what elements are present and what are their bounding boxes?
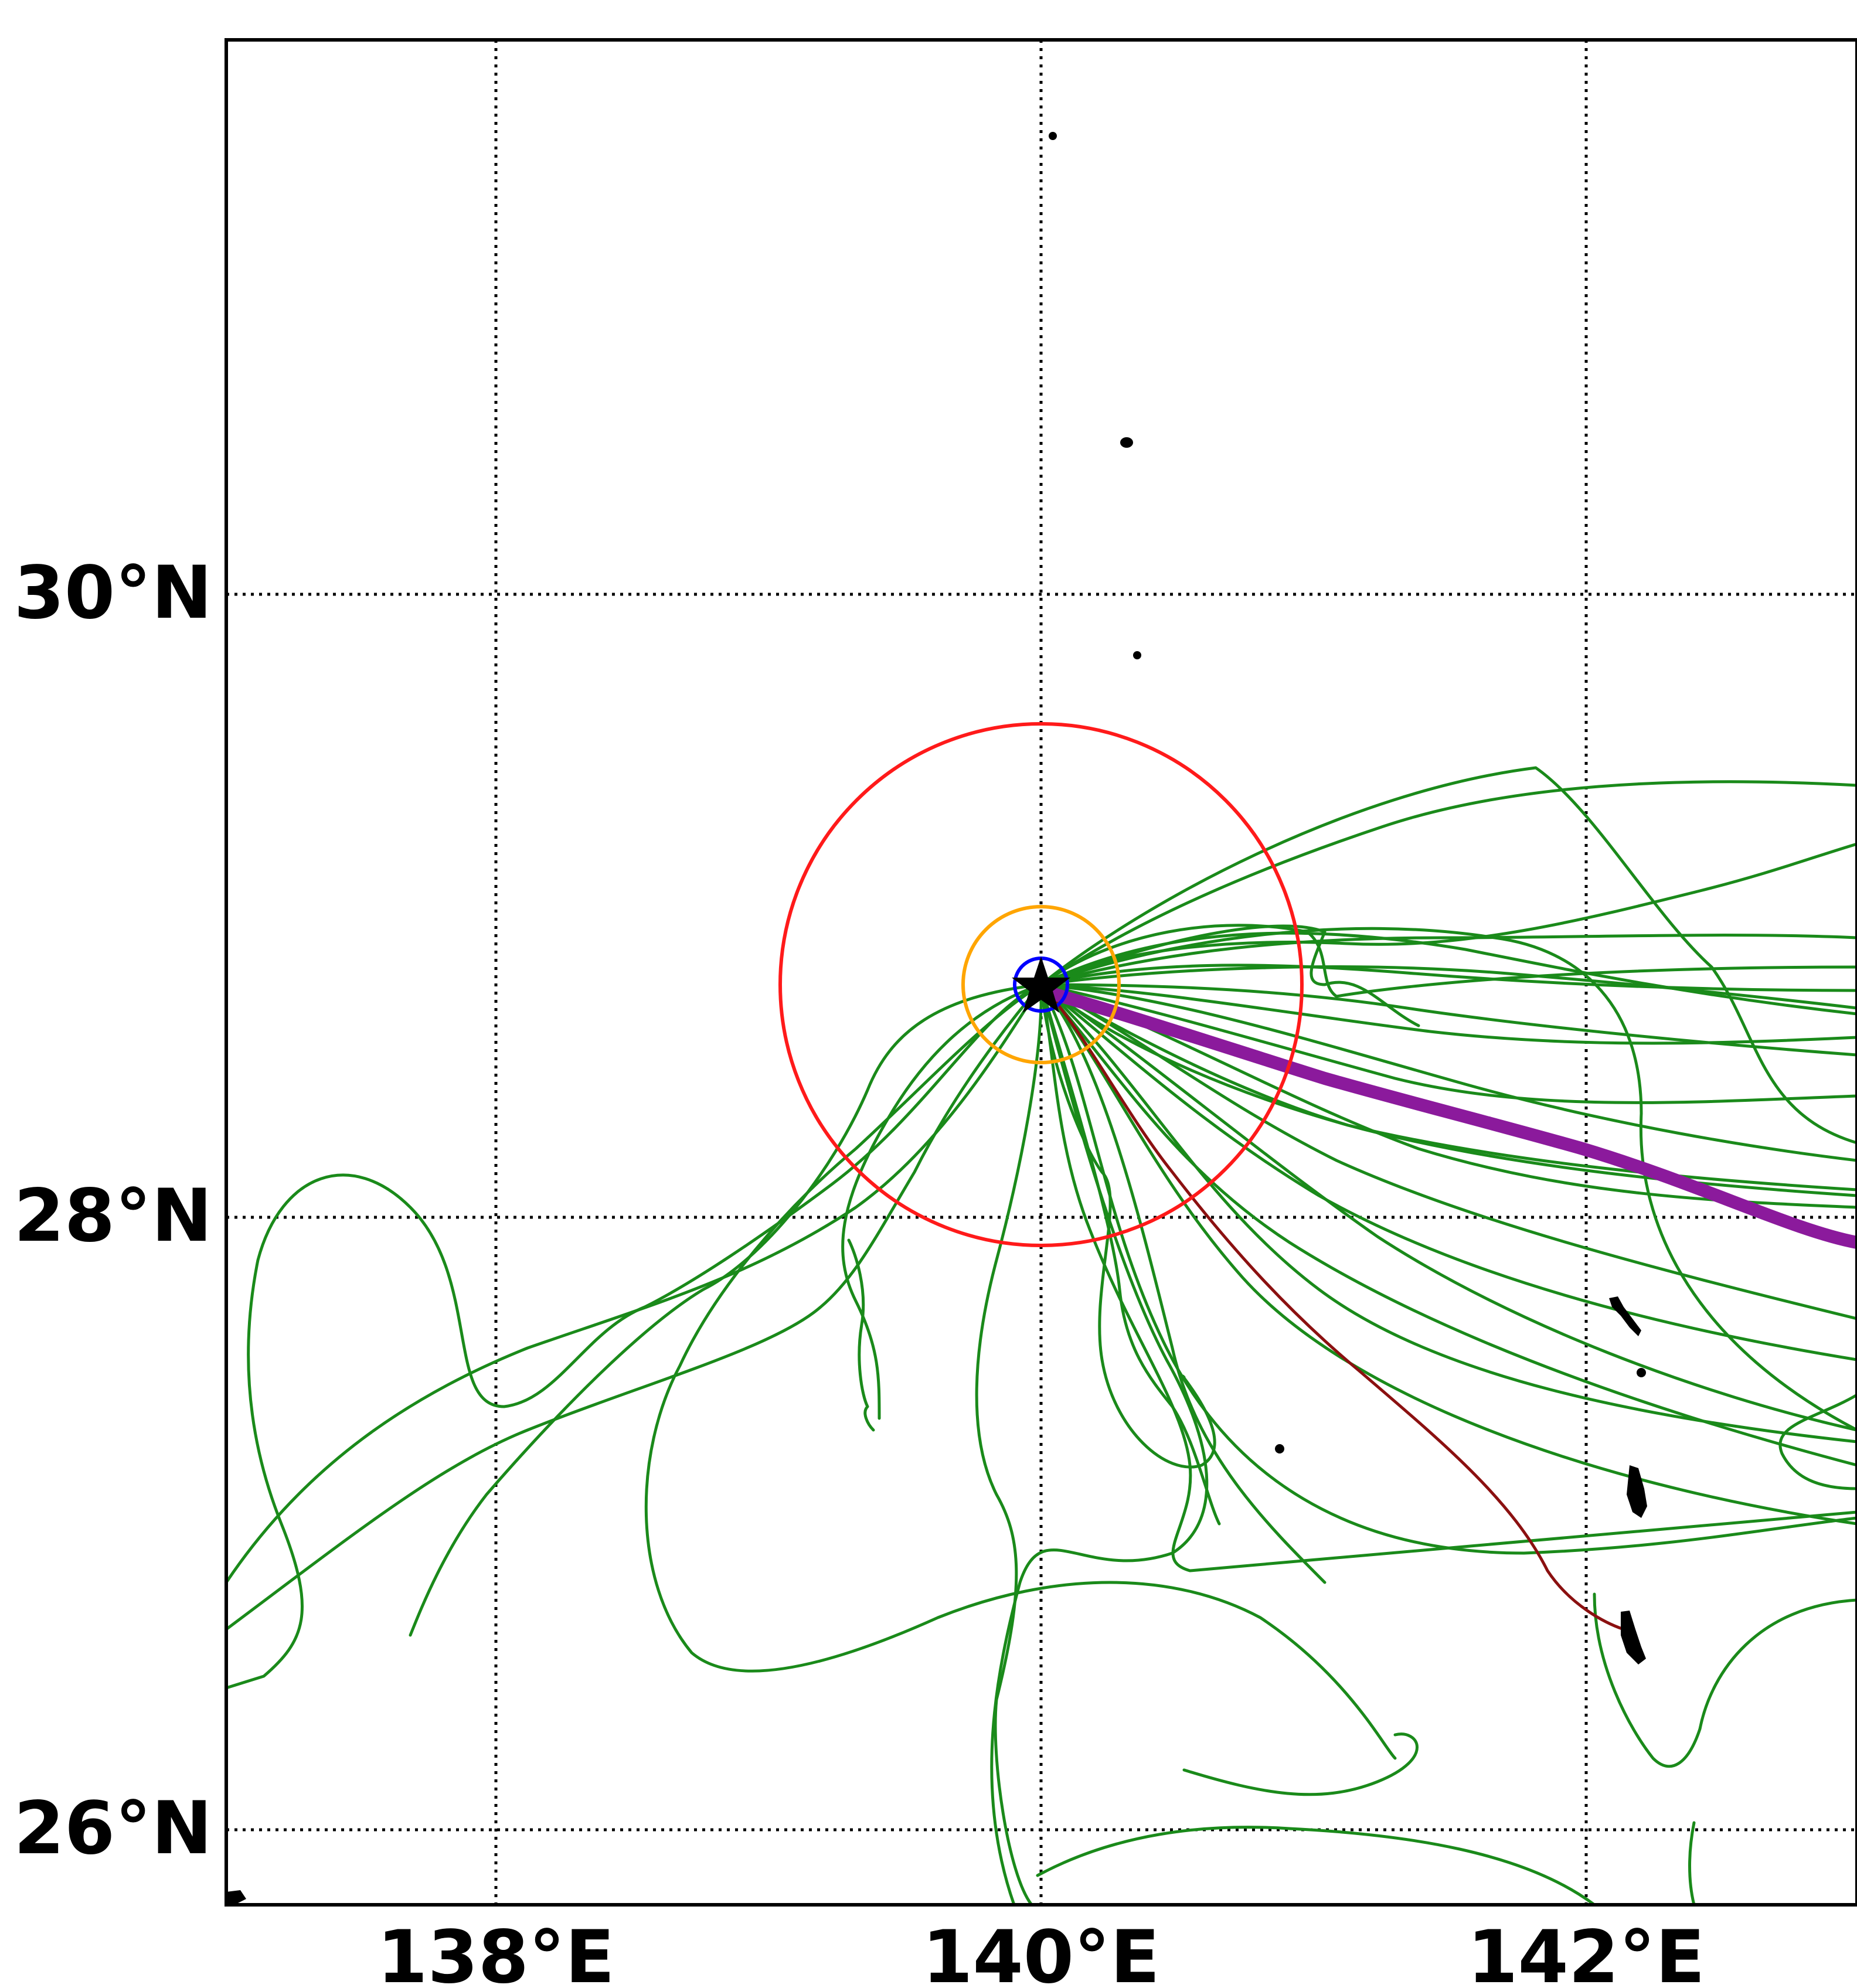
ensemble-track (1039, 983, 1857, 1361)
ensemble-track (226, 983, 1043, 1690)
ensemble-track (1039, 983, 1857, 1444)
ensemble-track (1688, 1821, 1696, 1905)
ensemble-track (1039, 983, 1857, 1057)
lon-tick-label-140: 140°E (922, 1915, 1160, 1988)
ensemble-track (1039, 983, 1857, 1555)
ensemble-track (1036, 1826, 1596, 1905)
ensemble-track (1039, 965, 1857, 1010)
ensemble-track (1778, 1393, 1857, 1490)
lon-tick-label-138: 138°E (377, 1915, 615, 1988)
land (226, 132, 1647, 1905)
ensemble-track (1039, 983, 1857, 1432)
ensemble-tracks (226, 766, 1857, 1905)
lat-tick-label-30: 30°N (14, 551, 212, 635)
island (1049, 132, 1057, 140)
ensemble-track (1039, 983, 1857, 1192)
ensemble-track (1039, 983, 1327, 1584)
ensemble-track (847, 1238, 875, 1432)
island (1275, 1444, 1284, 1453)
ensemble-track (226, 983, 1043, 1631)
ensemble-track (1039, 927, 1857, 1432)
ensemble-track (1039, 924, 1420, 1027)
lat-tick-label-28: 28°N (14, 1174, 212, 1258)
lat-tick-label-26: 26°N (14, 1786, 212, 1871)
ensemble-track (1039, 983, 1857, 1104)
ensemble-track (1039, 766, 1857, 1145)
island (1621, 1611, 1646, 1664)
ensemble-track (1039, 842, 1857, 986)
island (1133, 651, 1141, 659)
ensemble-track (1039, 983, 1857, 1162)
ensemble-track (644, 983, 1397, 1760)
mean-track (1035, 984, 1857, 1249)
ensemble-track (1182, 1732, 1419, 1796)
gridlines (226, 40, 1857, 1905)
star-icon (1012, 956, 1070, 1013)
island (1627, 1465, 1647, 1518)
map-frame (225, 38, 1857, 1907)
ensemble-track (409, 983, 1043, 1637)
ensemble-track (1039, 964, 1857, 992)
lon-tick-label-142: 142°E (1467, 1915, 1705, 1988)
ensemble-track (1593, 1592, 1857, 1768)
island (1120, 437, 1133, 448)
ensemble-track (1039, 983, 1857, 1320)
ensemble-track (1039, 983, 1857, 1572)
radius-ring-large (778, 722, 1304, 1247)
radius-ring-mid (961, 905, 1121, 1064)
ensemble-track (226, 983, 1043, 1584)
ensemble-track (1039, 934, 1857, 986)
island (226, 1890, 246, 1905)
ensemble-track (1039, 983, 1857, 1467)
ensemble-track (1039, 983, 1221, 1526)
dark-red-track (1040, 983, 1624, 1631)
ensemble-track (975, 983, 1043, 1905)
island (1609, 1296, 1641, 1336)
ensemble-track (841, 983, 1043, 1420)
ensemble-track (1039, 780, 1857, 986)
island (1637, 1368, 1646, 1377)
ensemble-track (1039, 983, 1857, 1045)
